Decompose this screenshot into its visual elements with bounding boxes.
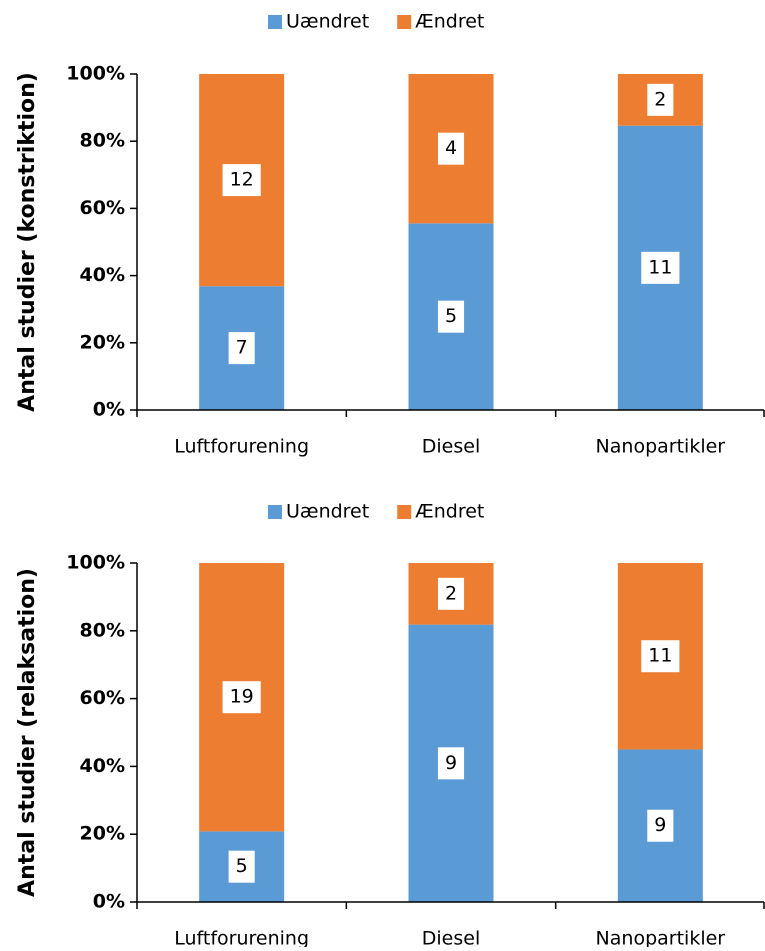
data-label-box: [641, 251, 680, 284]
data-label-box: [437, 300, 465, 333]
data-label-box: [222, 164, 261, 197]
data-label: 11: [648, 645, 672, 667]
data-label: 5: [445, 305, 457, 327]
y-tick-label: 100%: [66, 552, 125, 574]
x-tick-label: Luftforurening: [174, 928, 309, 948]
x-tick-label: Nanopartikler: [596, 436, 726, 458]
data-label-box: [437, 577, 465, 610]
data-label: 11: [648, 256, 672, 278]
legend-swatch: [268, 505, 282, 519]
y-tick-label: 20%: [80, 823, 125, 845]
legend-label: Ændret: [415, 501, 484, 523]
y-tick-label: 40%: [80, 264, 125, 286]
data-label: 12: [230, 169, 254, 191]
data-label-box: [647, 83, 674, 116]
y-axis-title: Antal studier (relaksation): [15, 568, 40, 897]
data-label: 19: [230, 686, 254, 708]
data-label: 2: [654, 88, 666, 110]
data-label: 7: [236, 337, 248, 359]
x-tick-label: Nanopartikler: [596, 928, 726, 948]
y-tick-label: 0%: [93, 399, 125, 421]
data-label-box: [437, 747, 465, 780]
y-tick-label: 60%: [80, 197, 125, 219]
data-label-box: [641, 640, 680, 673]
data-label: 2: [445, 582, 457, 604]
x-tick-label: Luftforurening: [174, 436, 309, 458]
legend-swatch: [397, 505, 412, 519]
data-label-box: [437, 132, 465, 165]
data-label: 9: [445, 752, 457, 774]
y-tick-label: 60%: [80, 687, 125, 709]
legend-label: Ændret: [415, 11, 484, 33]
y-tick-label: 0%: [93, 891, 125, 913]
data-label-box: [222, 681, 261, 714]
y-tick-label: 80%: [80, 130, 125, 152]
legend-label: Uændret: [286, 11, 369, 33]
y-tick-label: 100%: [66, 63, 125, 85]
y-tick-label: 20%: [80, 331, 125, 353]
data-label: 5: [236, 855, 248, 877]
data-label-box: [647, 809, 674, 842]
data-label: 4: [445, 137, 457, 159]
data-label-box: [228, 850, 255, 883]
y-axis-title: Antal studier (konstriktion): [15, 72, 40, 412]
x-tick-label: Diesel: [422, 928, 480, 948]
data-label: 9: [654, 814, 666, 836]
data-label-box: [228, 332, 255, 365]
y-tick-label: 80%: [80, 619, 125, 641]
x-tick-label: Diesel: [422, 436, 480, 458]
legend-label: Uændret: [286, 501, 369, 523]
legend-swatch: [397, 15, 412, 29]
y-tick-label: 40%: [80, 755, 125, 777]
legend-swatch: [268, 15, 282, 29]
